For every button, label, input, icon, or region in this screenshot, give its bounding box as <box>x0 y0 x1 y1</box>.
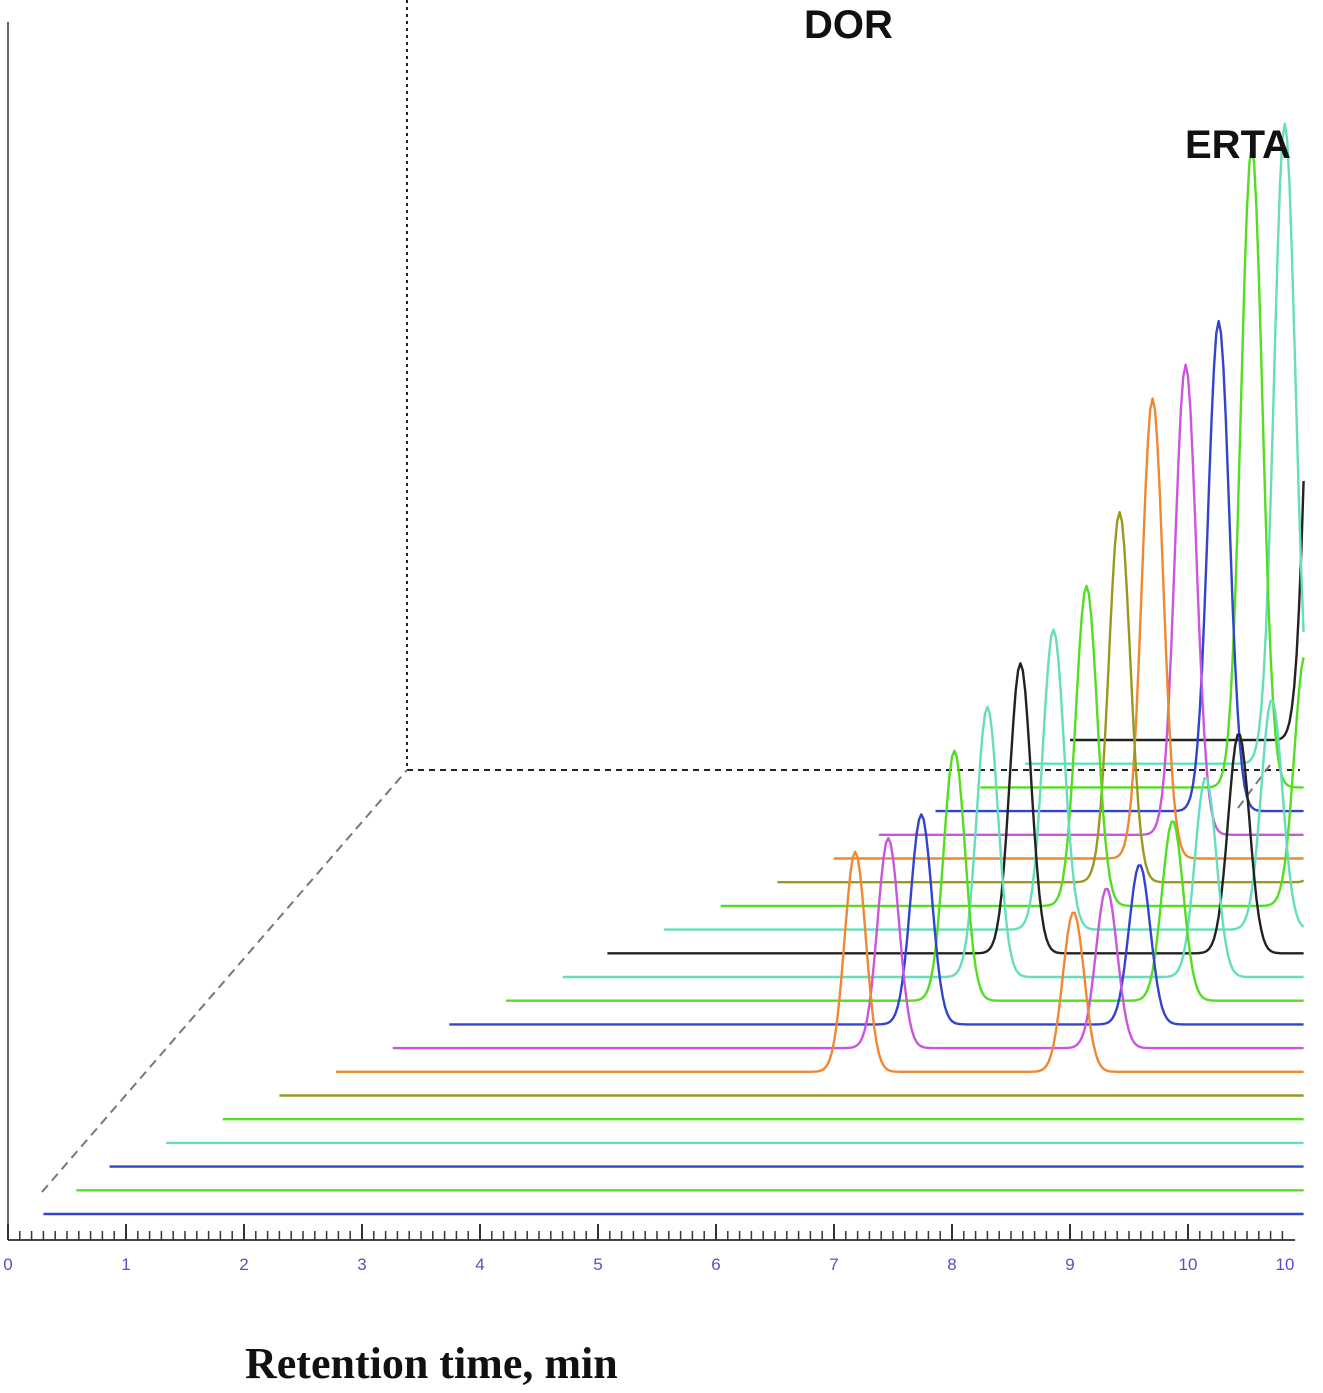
x-tick-label: 4 <box>475 1255 484 1274</box>
peak-label-erta: ERTA <box>1185 123 1291 167</box>
x-tick-label: 8 <box>947 1255 956 1274</box>
chromatogram-trace <box>664 628 1305 931</box>
x-tick-label: 9 <box>1065 1255 1074 1274</box>
depth-axis-right-dashed <box>1237 764 1271 809</box>
chromatogram-trace <box>506 749 1304 1002</box>
x-tick-label: 2 <box>239 1255 248 1274</box>
chromatogram-trace <box>777 511 1305 884</box>
x-tick-label: 5 <box>593 1255 602 1274</box>
chromatogram-trace <box>720 584 1305 908</box>
x-tick-label: 6 <box>711 1255 720 1274</box>
x-tick-label: 10 <box>1179 1255 1198 1274</box>
x-tick-label: 0 <box>3 1255 12 1274</box>
chromatogram-trace <box>336 850 1304 1073</box>
x-tick-label: 10 <box>1276 1255 1295 1274</box>
peak-label-dor: DOR <box>804 3 893 47</box>
x-tick-label: 1 <box>121 1255 130 1274</box>
chromatogram-trace <box>1025 122 1305 765</box>
x-tick-label: 3 <box>357 1255 366 1274</box>
chromatogram-trace <box>980 146 1304 789</box>
depth-axis-left-dashed <box>41 769 408 1193</box>
traces-group <box>43 122 1305 1216</box>
x-axis-title: Retention time, min <box>245 1339 618 1388</box>
perspective-guides <box>7 0 1300 1241</box>
chromatogram-trace <box>562 705 1304 979</box>
x-axis-ticks: 0 1 2 3 4 5 6 7 8 9 10 10 <box>3 1224 1294 1274</box>
chromatogram-trace <box>449 813 1304 1026</box>
chromatogram-trace <box>392 836 1304 1050</box>
chromatogram-trace <box>935 319 1304 813</box>
x-tick-label: 7 <box>829 1255 838 1274</box>
chromatogram-trace <box>878 363 1304 836</box>
chromatogram-trace <box>607 662 1304 955</box>
